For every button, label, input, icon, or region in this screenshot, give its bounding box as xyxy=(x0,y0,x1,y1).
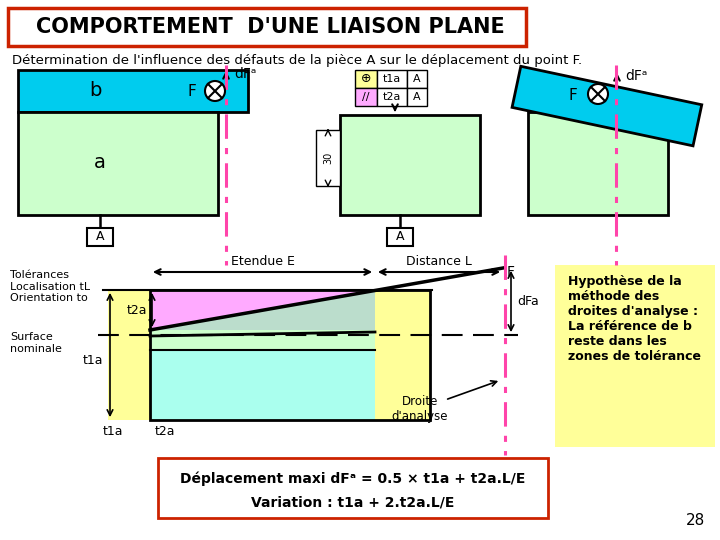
Bar xyxy=(18,112,218,215)
Bar xyxy=(355,88,377,106)
Bar xyxy=(18,70,248,112)
Text: b: b xyxy=(89,82,102,100)
Text: A: A xyxy=(396,231,404,244)
Bar xyxy=(555,265,715,447)
Text: Droite
d'analyse: Droite d'analyse xyxy=(392,395,449,423)
Polygon shape xyxy=(150,290,375,330)
Text: Distance L: Distance L xyxy=(406,255,472,268)
Text: t2a: t2a xyxy=(127,303,147,316)
Text: Déplacement maxi dFᵃ = 0.5 × t1a + t2a.L/E: Déplacement maxi dFᵃ = 0.5 × t1a + t2a.L… xyxy=(180,472,526,487)
Text: Détermination de l'influence des défauts de la pièce A sur le déplacement du poi: Détermination de l'influence des défauts… xyxy=(12,54,582,67)
Text: //: // xyxy=(362,92,370,102)
Text: 28: 28 xyxy=(685,513,705,528)
Bar xyxy=(375,290,430,420)
Bar xyxy=(150,290,430,420)
Circle shape xyxy=(588,84,608,104)
Bar xyxy=(8,8,526,46)
Text: F: F xyxy=(569,87,577,103)
Bar xyxy=(150,290,375,330)
Text: COMPORTEMENT  D'UNE LIAISON PLANE: COMPORTEMENT D'UNE LIAISON PLANE xyxy=(35,17,505,37)
Text: Hypothèse de la
méthode des
droites d'analyse :
La référence de b
reste dans les: Hypothèse de la méthode des droites d'an… xyxy=(569,275,701,363)
Text: t2a: t2a xyxy=(383,92,401,102)
Text: t2a: t2a xyxy=(155,425,175,438)
Bar xyxy=(387,228,413,246)
Bar xyxy=(528,112,668,215)
Bar xyxy=(377,88,407,106)
Text: ⊕: ⊕ xyxy=(361,72,372,85)
Bar xyxy=(316,130,340,186)
Text: Surface
nominale: Surface nominale xyxy=(10,332,62,354)
Text: Etendue E: Etendue E xyxy=(230,255,294,268)
Bar xyxy=(407,88,427,106)
Bar xyxy=(407,70,427,88)
Text: A: A xyxy=(96,231,104,244)
Text: t1a: t1a xyxy=(83,354,103,367)
Bar xyxy=(512,66,702,146)
Text: A: A xyxy=(413,74,420,84)
Bar xyxy=(355,70,377,88)
Bar xyxy=(108,290,150,420)
Text: 30: 30 xyxy=(323,152,333,164)
Bar xyxy=(150,330,375,350)
Text: A: A xyxy=(413,92,420,102)
Text: dFᵃ: dFᵃ xyxy=(625,69,647,83)
Text: a: a xyxy=(94,153,106,172)
Bar xyxy=(87,228,113,246)
Bar xyxy=(340,115,480,215)
Text: t1a: t1a xyxy=(103,425,123,438)
Text: F: F xyxy=(188,84,197,98)
Text: F: F xyxy=(507,265,515,279)
Text: Tolérances
Localisation tL
Orientation to: Tolérances Localisation tL Orientation t… xyxy=(10,270,90,303)
Text: dFᵃ: dFᵃ xyxy=(234,67,256,81)
Text: t1a: t1a xyxy=(383,74,401,84)
Circle shape xyxy=(205,81,225,101)
Text: Variation : t1a + 2.t2a.L/E: Variation : t1a + 2.t2a.L/E xyxy=(251,495,455,509)
Bar xyxy=(158,458,548,518)
Text: dFa: dFa xyxy=(517,295,539,308)
Bar xyxy=(377,70,407,88)
Bar xyxy=(150,350,375,420)
